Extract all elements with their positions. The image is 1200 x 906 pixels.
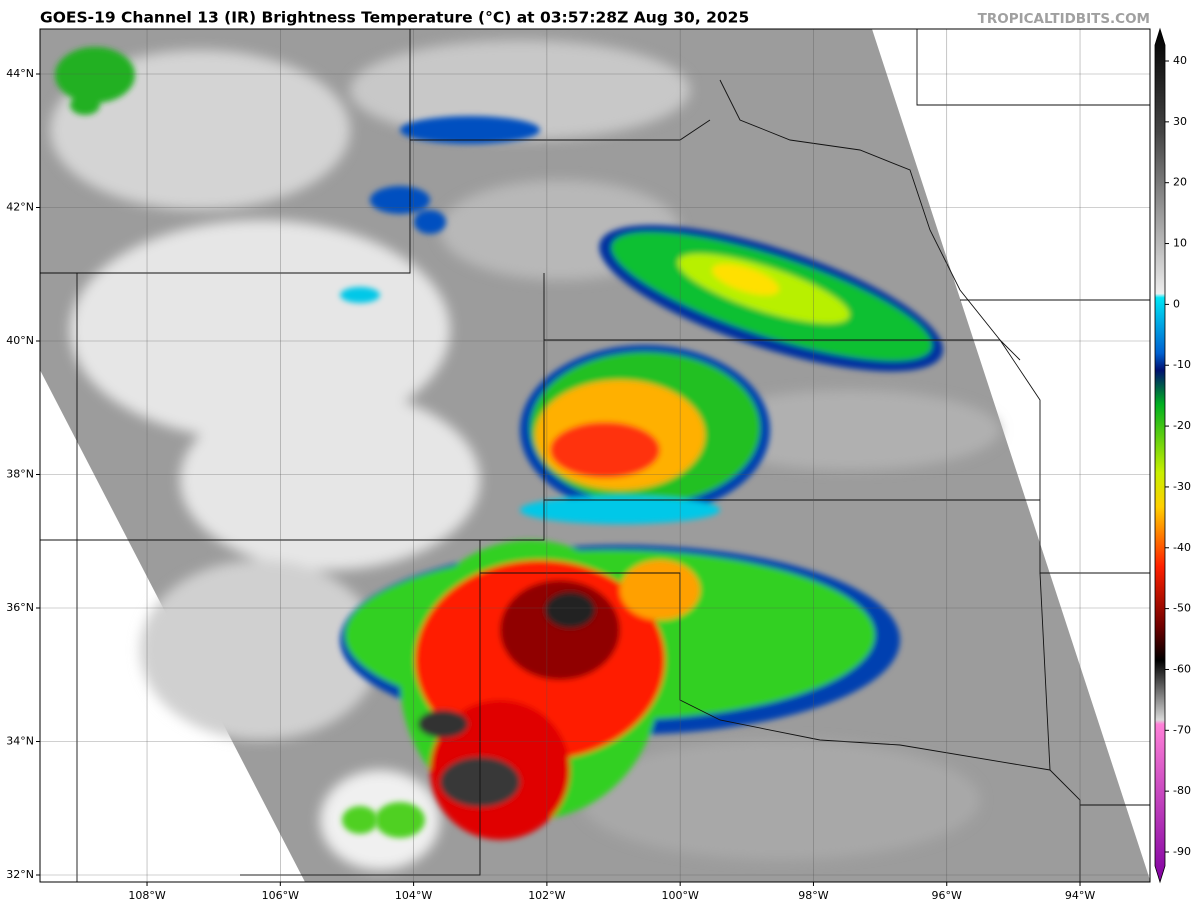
x-tick-label: 94°W bbox=[1065, 889, 1095, 902]
colorbar-tick-label: 30 bbox=[1173, 115, 1187, 128]
storm-kansas bbox=[520, 345, 770, 524]
colorbar-tick-label: -50 bbox=[1173, 602, 1191, 615]
colorbar-tick-label: -70 bbox=[1173, 723, 1191, 736]
colorbar-tick-label: 0 bbox=[1173, 297, 1180, 310]
colorbar-tick-label: -30 bbox=[1173, 480, 1191, 493]
imagery bbox=[40, 29, 1150, 882]
colorbar-tick-label: -90 bbox=[1173, 845, 1191, 858]
x-tick-label: 106°W bbox=[262, 889, 299, 902]
colorbar-tick-label: -80 bbox=[1173, 784, 1191, 797]
y-tick-label: 36°N bbox=[6, 601, 34, 614]
x-tick-label: 104°W bbox=[395, 889, 432, 902]
x-tick-label: 98°W bbox=[798, 889, 828, 902]
x-tick-label: 102°W bbox=[528, 889, 565, 902]
x-tick-label: 108°W bbox=[128, 889, 165, 902]
colorbar-tick-label: 10 bbox=[1173, 237, 1187, 250]
colorbar-tick-label: -60 bbox=[1173, 662, 1191, 675]
colorbar-tick-label: -40 bbox=[1173, 541, 1191, 554]
title: GOES-19 Channel 13 (IR) Brightness Tempe… bbox=[40, 9, 749, 27]
y-tick-label: 32°N bbox=[6, 868, 34, 881]
colorbar-tick-label: -10 bbox=[1173, 358, 1191, 371]
x-tick-label: 96°W bbox=[932, 889, 962, 902]
y-tick-label: 38°N bbox=[6, 467, 34, 480]
storm-small bbox=[55, 47, 540, 834]
y-tick-label: 34°N bbox=[6, 734, 34, 747]
source: TROPICALTIDBITS.COM bbox=[978, 11, 1150, 27]
storm-north bbox=[599, 225, 943, 372]
y-tick-label: 40°N bbox=[6, 334, 34, 347]
colorbar-tick-label: -20 bbox=[1173, 419, 1191, 432]
map-frame bbox=[39, 28, 1151, 883]
colorbar-tick-label: 40 bbox=[1173, 54, 1187, 67]
colorbar-tick-label: 20 bbox=[1173, 176, 1187, 189]
y-tick-label: 44°N bbox=[6, 67, 34, 80]
y-tick-label: 42°N bbox=[6, 200, 34, 213]
colorbar bbox=[1154, 27, 1166, 884]
grid bbox=[40, 29, 1150, 882]
x-tick-label: 100°W bbox=[661, 889, 698, 902]
